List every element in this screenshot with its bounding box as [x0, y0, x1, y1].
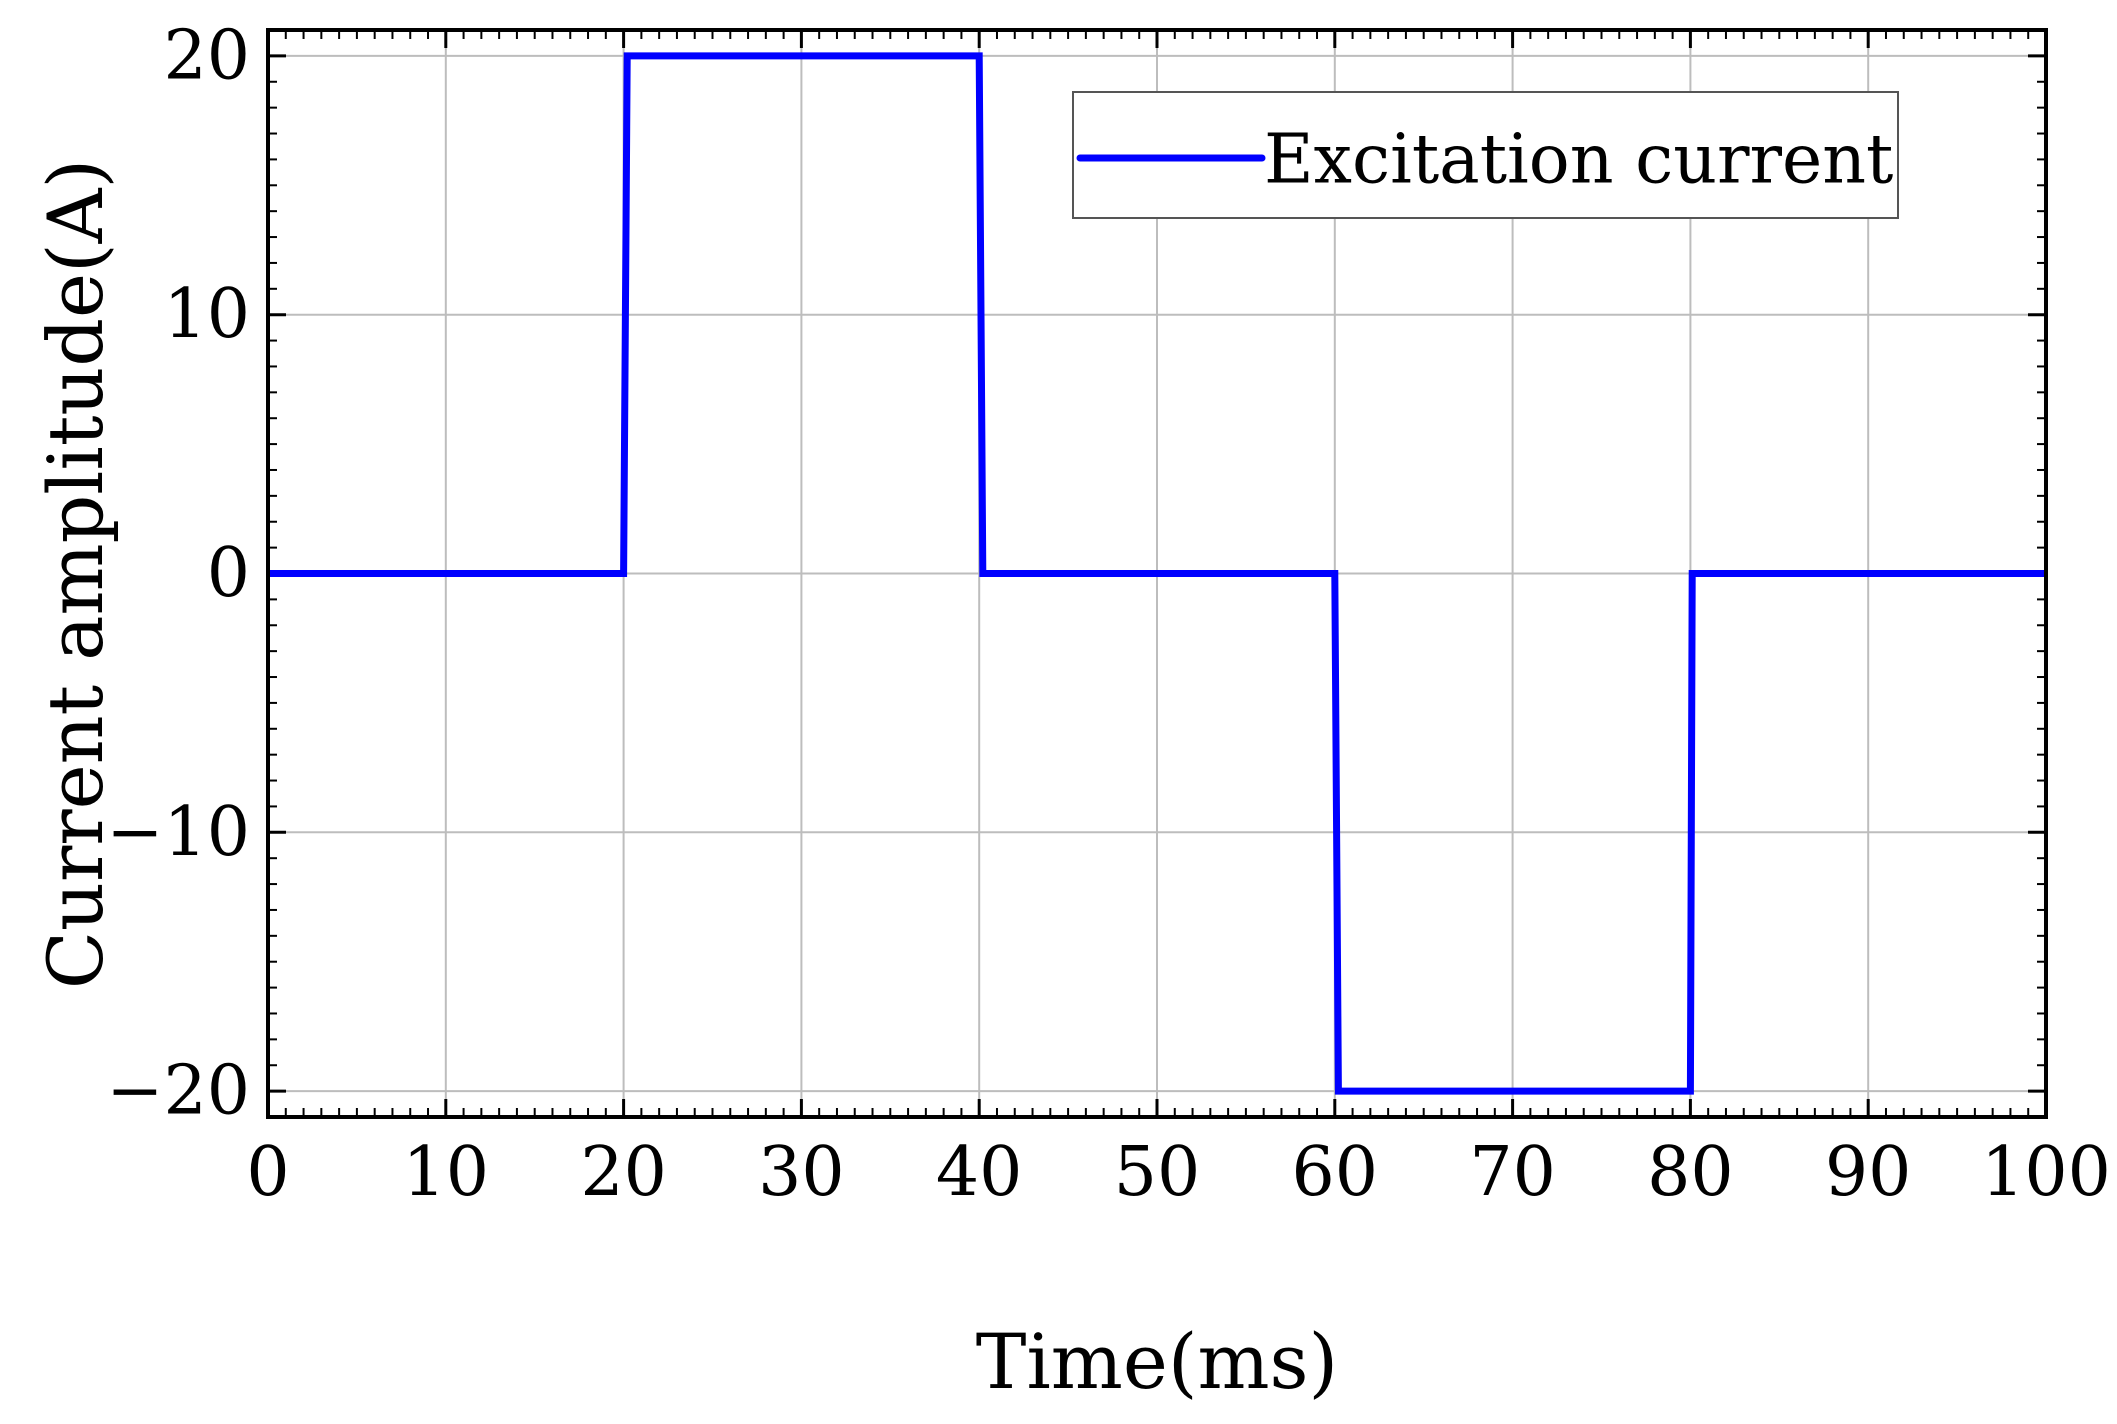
x-tick-label: 60 — [1292, 1133, 1379, 1212]
y-tick-labels: 20 10 0 −10 −20 — [106, 16, 250, 1130]
x-tick-label: 90 — [1825, 1133, 1912, 1212]
legend-label: Excitation current — [1264, 121, 1893, 200]
x-axis-title: Time(ms) — [976, 1317, 1338, 1406]
x-tick-label: 10 — [403, 1133, 490, 1212]
y-tick-label: 10 — [163, 275, 250, 354]
x-tick-label: 40 — [936, 1133, 1023, 1212]
x-tick-label: 100 — [1981, 1133, 2111, 1212]
x-tick-label: 0 — [246, 1133, 289, 1212]
x-tick-labels: 0 10 20 30 40 50 60 70 80 90 100 — [246, 1133, 2111, 1212]
y-tick-label: 0 — [207, 534, 250, 613]
x-tick-label: 70 — [1469, 1133, 1556, 1212]
x-tick-label: 50 — [1114, 1133, 1201, 1212]
x-tick-label: 20 — [580, 1133, 667, 1212]
y-tick-label: −20 — [106, 1052, 250, 1131]
legend: Excitation current — [1072, 91, 1899, 219]
y-tick-label: 20 — [163, 16, 250, 95]
x-tick-label: 30 — [758, 1133, 845, 1212]
series-line — [268, 52, 2046, 1095]
y-tick-label: −10 — [106, 793, 250, 872]
y-axis-title: Current amplitude(A) — [31, 159, 120, 989]
x-tick-label: 80 — [1647, 1133, 1734, 1212]
series-layer — [268, 52, 2046, 1095]
plot-frame — [266, 28, 2048, 1119]
